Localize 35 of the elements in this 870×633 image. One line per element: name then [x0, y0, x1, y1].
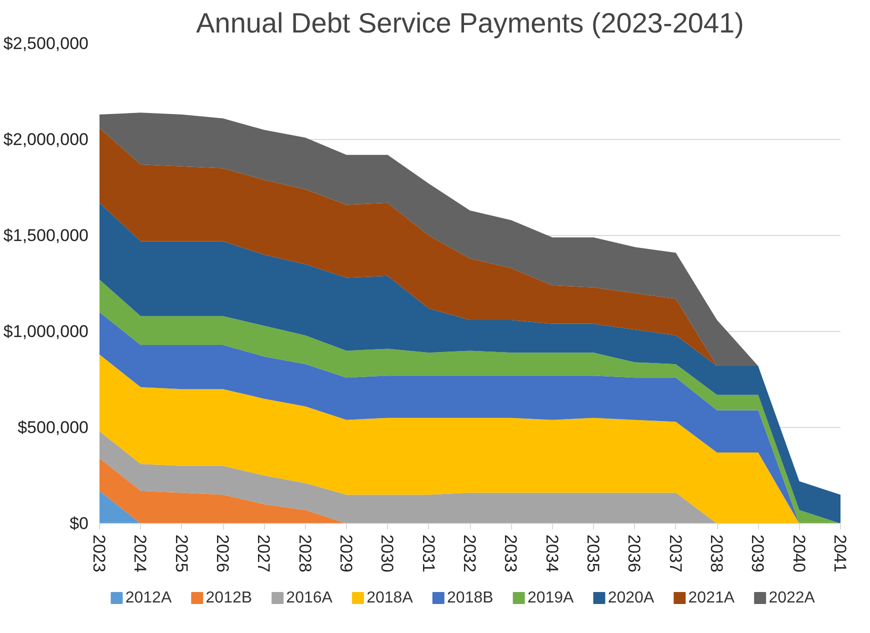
- chart-title: Annual Debt Service Payments (2023-2041): [196, 8, 744, 38]
- x-tick-label: 2040: [789, 534, 808, 572]
- x-tick-label: 2025: [172, 534, 191, 572]
- x-tick-label: 2036: [624, 534, 644, 572]
- x-tick-label: 2041: [830, 534, 850, 572]
- x-tick-label: 2032: [460, 534, 479, 572]
- y-tick-label: $0: [70, 514, 89, 533]
- x-tick-label: 2033: [501, 534, 520, 572]
- legend-label: 2019A: [527, 590, 574, 606]
- legend-label: 2021A: [688, 590, 735, 606]
- x-tick-label: 2037: [666, 534, 685, 572]
- x-tick-label: 2023: [90, 534, 108, 572]
- legend-label: 2012A: [125, 590, 172, 606]
- legend-label: 2018A: [366, 590, 414, 606]
- x-tick-label: 2024: [130, 534, 150, 572]
- y-tick-label: $500,000: [18, 418, 88, 437]
- legend-label: 2012B: [206, 590, 252, 606]
- y-tick-label: $2,500,000: [3, 34, 89, 53]
- x-tick-label: 2034: [542, 534, 562, 572]
- x-tick-label: 2028: [295, 534, 314, 572]
- legend-label: 2022A: [768, 590, 816, 606]
- x-tick-label: 2038: [707, 534, 726, 572]
- legend-label: 2018B: [447, 590, 494, 606]
- x-tick-label: 2039: [748, 534, 768, 572]
- y-tick-label: $1,500,000: [3, 226, 89, 245]
- legend-label: 2020A: [608, 590, 654, 606]
- y-tick-label: $1,000,000: [3, 322, 89, 341]
- x-tick-label: 2027: [254, 534, 274, 572]
- x-tick-label: 2031: [418, 534, 438, 572]
- x-tick-label: 2026: [213, 534, 232, 572]
- legend-label: 2016A: [286, 590, 333, 606]
- x-tick-label: 2035: [584, 534, 602, 572]
- y-tick-label: $2,000,000: [3, 130, 89, 149]
- x-tick-label: 2029: [336, 534, 356, 572]
- x-tick-label: 2030: [378, 534, 397, 572]
